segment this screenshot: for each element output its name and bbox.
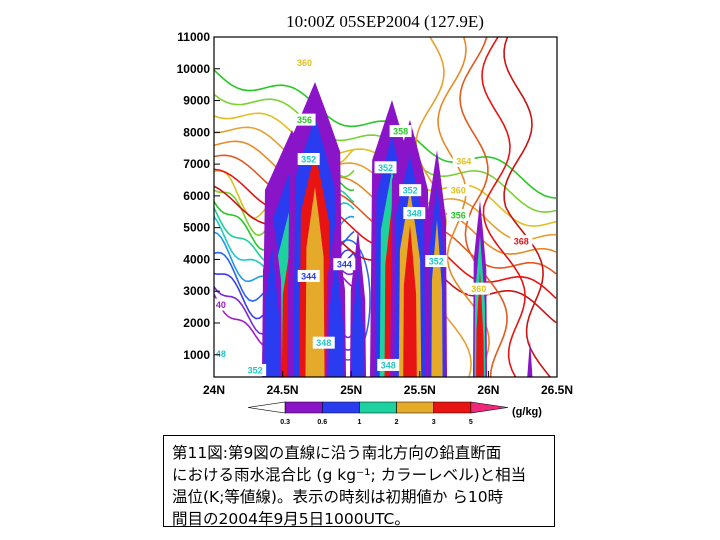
colorbar-segment (470, 401, 509, 414)
contour-line (214, 69, 557, 199)
contour-label: 348 (407, 209, 422, 219)
y-tick-label: 5000 (183, 221, 210, 235)
contour-label-bg (389, 125, 412, 138)
colorbar-unit: (g/kg) (512, 406, 542, 418)
contour-label-bg (209, 298, 232, 311)
contour-label-bg (293, 56, 316, 69)
y-tick-label: 2000 (183, 316, 210, 330)
contour-label-bg (452, 154, 475, 167)
y-tick-label: 6000 (183, 189, 210, 203)
x-tick-label: 25.5N (404, 383, 436, 397)
contour-label-bg (425, 255, 448, 268)
rain-shade (476, 270, 484, 377)
contour-label: 344 (301, 271, 316, 281)
contour-label: 356 (451, 210, 466, 220)
x-tick-label: 24.5N (267, 383, 299, 397)
y-tick-label: 1000 (183, 348, 210, 362)
x-tick-label: 24N (203, 383, 225, 397)
colorbar-segment (396, 401, 435, 414)
colorbar-tick-label: 0.6 (317, 419, 327, 426)
contour-label: 352 (429, 257, 444, 267)
colorbar-segment (284, 401, 323, 414)
colorbar-segment (359, 401, 397, 414)
y-tick-label: 4000 (183, 252, 210, 266)
y-tick-label: 10000 (177, 62, 211, 76)
rain-shade (403, 225, 417, 377)
colorbar-tick-label: 0.3 (280, 419, 290, 426)
contour-label-bg (447, 208, 470, 221)
colorbar-tick-label: 1 (357, 419, 361, 426)
cross-section-chart: 10:00Z 05SEP2004 (127.9E) 36035635835235… (177, 12, 573, 426)
contour-label-bg (467, 282, 490, 295)
contour-label: 358 (393, 127, 408, 137)
x-axis: 24N 24.5N 25N 25.5N 26N 26.5N (203, 371, 573, 397)
contour-label-bg (399, 184, 422, 197)
contour-label-bg (312, 336, 335, 349)
x-tick-label: 26N (477, 383, 499, 397)
contour-line (481, 37, 526, 377)
y-tick-label: 11000 (177, 30, 210, 44)
x-tick-label: 26.5N (541, 383, 573, 397)
colorbar-tick-label: 2 (395, 419, 399, 426)
rain-shade (525, 340, 535, 377)
contour-label: 348 (316, 338, 331, 348)
y-tick-label: 9000 (183, 94, 210, 108)
rain-shade (351, 265, 365, 377)
y-tick-label: 7000 (183, 157, 210, 171)
contour-label-bg (244, 364, 267, 377)
contour-label: 360 (297, 58, 312, 68)
rain-shade (305, 187, 325, 377)
colorbar-tick-label: 3 (432, 419, 436, 426)
colorbar-segment (247, 401, 286, 414)
contour-label-bg (377, 358, 400, 371)
contour-label: 348 (381, 360, 396, 370)
contour-label: 360 (451, 186, 466, 196)
contour-label: 352 (248, 366, 263, 376)
contour-labels: 360 356 358 352 352 352 348 344 344 352 364 360 356 3… (209, 56, 533, 377)
rain-mixing-ratio-shading (262, 82, 535, 377)
y-tick-label: 8000 (183, 125, 210, 139)
contour-label-bg (510, 235, 533, 247)
contour-label-bg (297, 153, 320, 166)
contour-label: 352 (378, 163, 393, 173)
contour-label: 356 (297, 115, 312, 125)
y-axis: 11000 10000 9000 8000 7000 6000 5000 4000 3000 20… (177, 30, 220, 362)
rain-shade (264, 245, 280, 377)
colorbar-segment (321, 401, 360, 414)
contour-label-bg (374, 161, 397, 174)
contour-label: 352 (403, 186, 418, 196)
chart-title: 10:00Z 05SEP2004 (127.9E) (286, 12, 484, 31)
contour-label: 344 (337, 260, 352, 270)
contour-label-bg (297, 269, 320, 282)
contour-label-bg (447, 184, 470, 197)
contour-label-bg (333, 258, 356, 271)
contour-label-bg (293, 113, 316, 126)
contour-label: 40 (216, 300, 226, 310)
x-tick-label: 25N (340, 383, 362, 397)
colorbar: 0.3 0.6 1 2 3 5 (g/kg) (247, 401, 542, 426)
contour-label: 364 (456, 156, 471, 166)
plot-frame (213, 36, 558, 378)
contour-label: 352 (301, 155, 316, 165)
contour-label: 360 (471, 284, 486, 294)
figure-caption: 第11図:第9図の直線に沿う南北方向の鉛直断面 における雨水混合比 (g kg⁻… (163, 435, 555, 527)
contour-line (503, 37, 551, 377)
contour-line (459, 37, 508, 377)
contour-label: 48 (216, 349, 226, 359)
colorbar-segment (433, 401, 472, 414)
contour-label-bg (403, 207, 426, 220)
colorbar-tick-label: 5 (469, 419, 473, 426)
y-tick-label: 3000 (183, 284, 210, 298)
contour-label-bg (209, 347, 232, 360)
contour-label: 368 (514, 237, 529, 247)
